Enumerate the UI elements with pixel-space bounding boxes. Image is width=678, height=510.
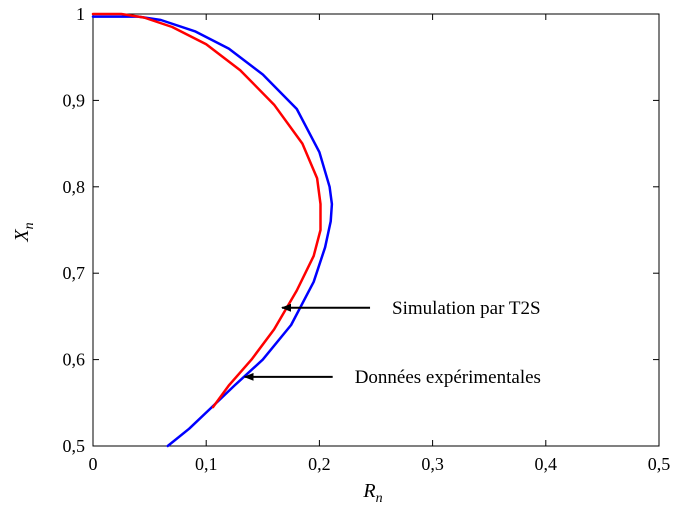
series-layer: [91, 12, 334, 448]
x-tick-label: 0: [89, 454, 98, 474]
x-tick-label: 0,5: [648, 454, 671, 474]
y-tick-label: 0,6: [63, 350, 86, 370]
y-tick-label: 0,9: [63, 90, 86, 110]
x-tick-label: 0,1: [195, 454, 218, 474]
y-axis-label: Xn: [11, 222, 37, 242]
x-axis-label-subscript: n: [376, 491, 383, 506]
x-axis-label: Rn: [362, 480, 382, 506]
y-tick-label: 0,8: [63, 177, 86, 197]
annotation-label: Simulation par T2S: [392, 298, 540, 319]
x-axis-label-main: R: [362, 480, 375, 502]
y-axis-label-main: X: [11, 229, 33, 243]
x-tick-label: 0,2: [308, 454, 331, 474]
y-tick-label: 0,7: [63, 263, 86, 283]
y-axis-ticks: 0,5 0,6 0,7 0,8 0,9 1: [63, 4, 659, 456]
x-tick-label: 0,3: [421, 454, 444, 474]
y-tick-label: 0,5: [63, 436, 86, 456]
y-axis-label-subscript: n: [22, 222, 37, 229]
series-line-0: [91, 15, 334, 448]
annotation-layer: Simulation par T2S Données expérimentales: [243, 298, 541, 388]
x-axis-ticks: 0 0,1 0,2 0,3 0,4 0,5: [89, 14, 671, 474]
x-tick-label: 0,4: [535, 454, 558, 474]
annotation-label: Données expérimentales: [355, 367, 541, 388]
series-line-1: [91, 12, 322, 409]
y-tick-label: 1: [76, 4, 85, 24]
plot-area: [92, 13, 660, 447]
